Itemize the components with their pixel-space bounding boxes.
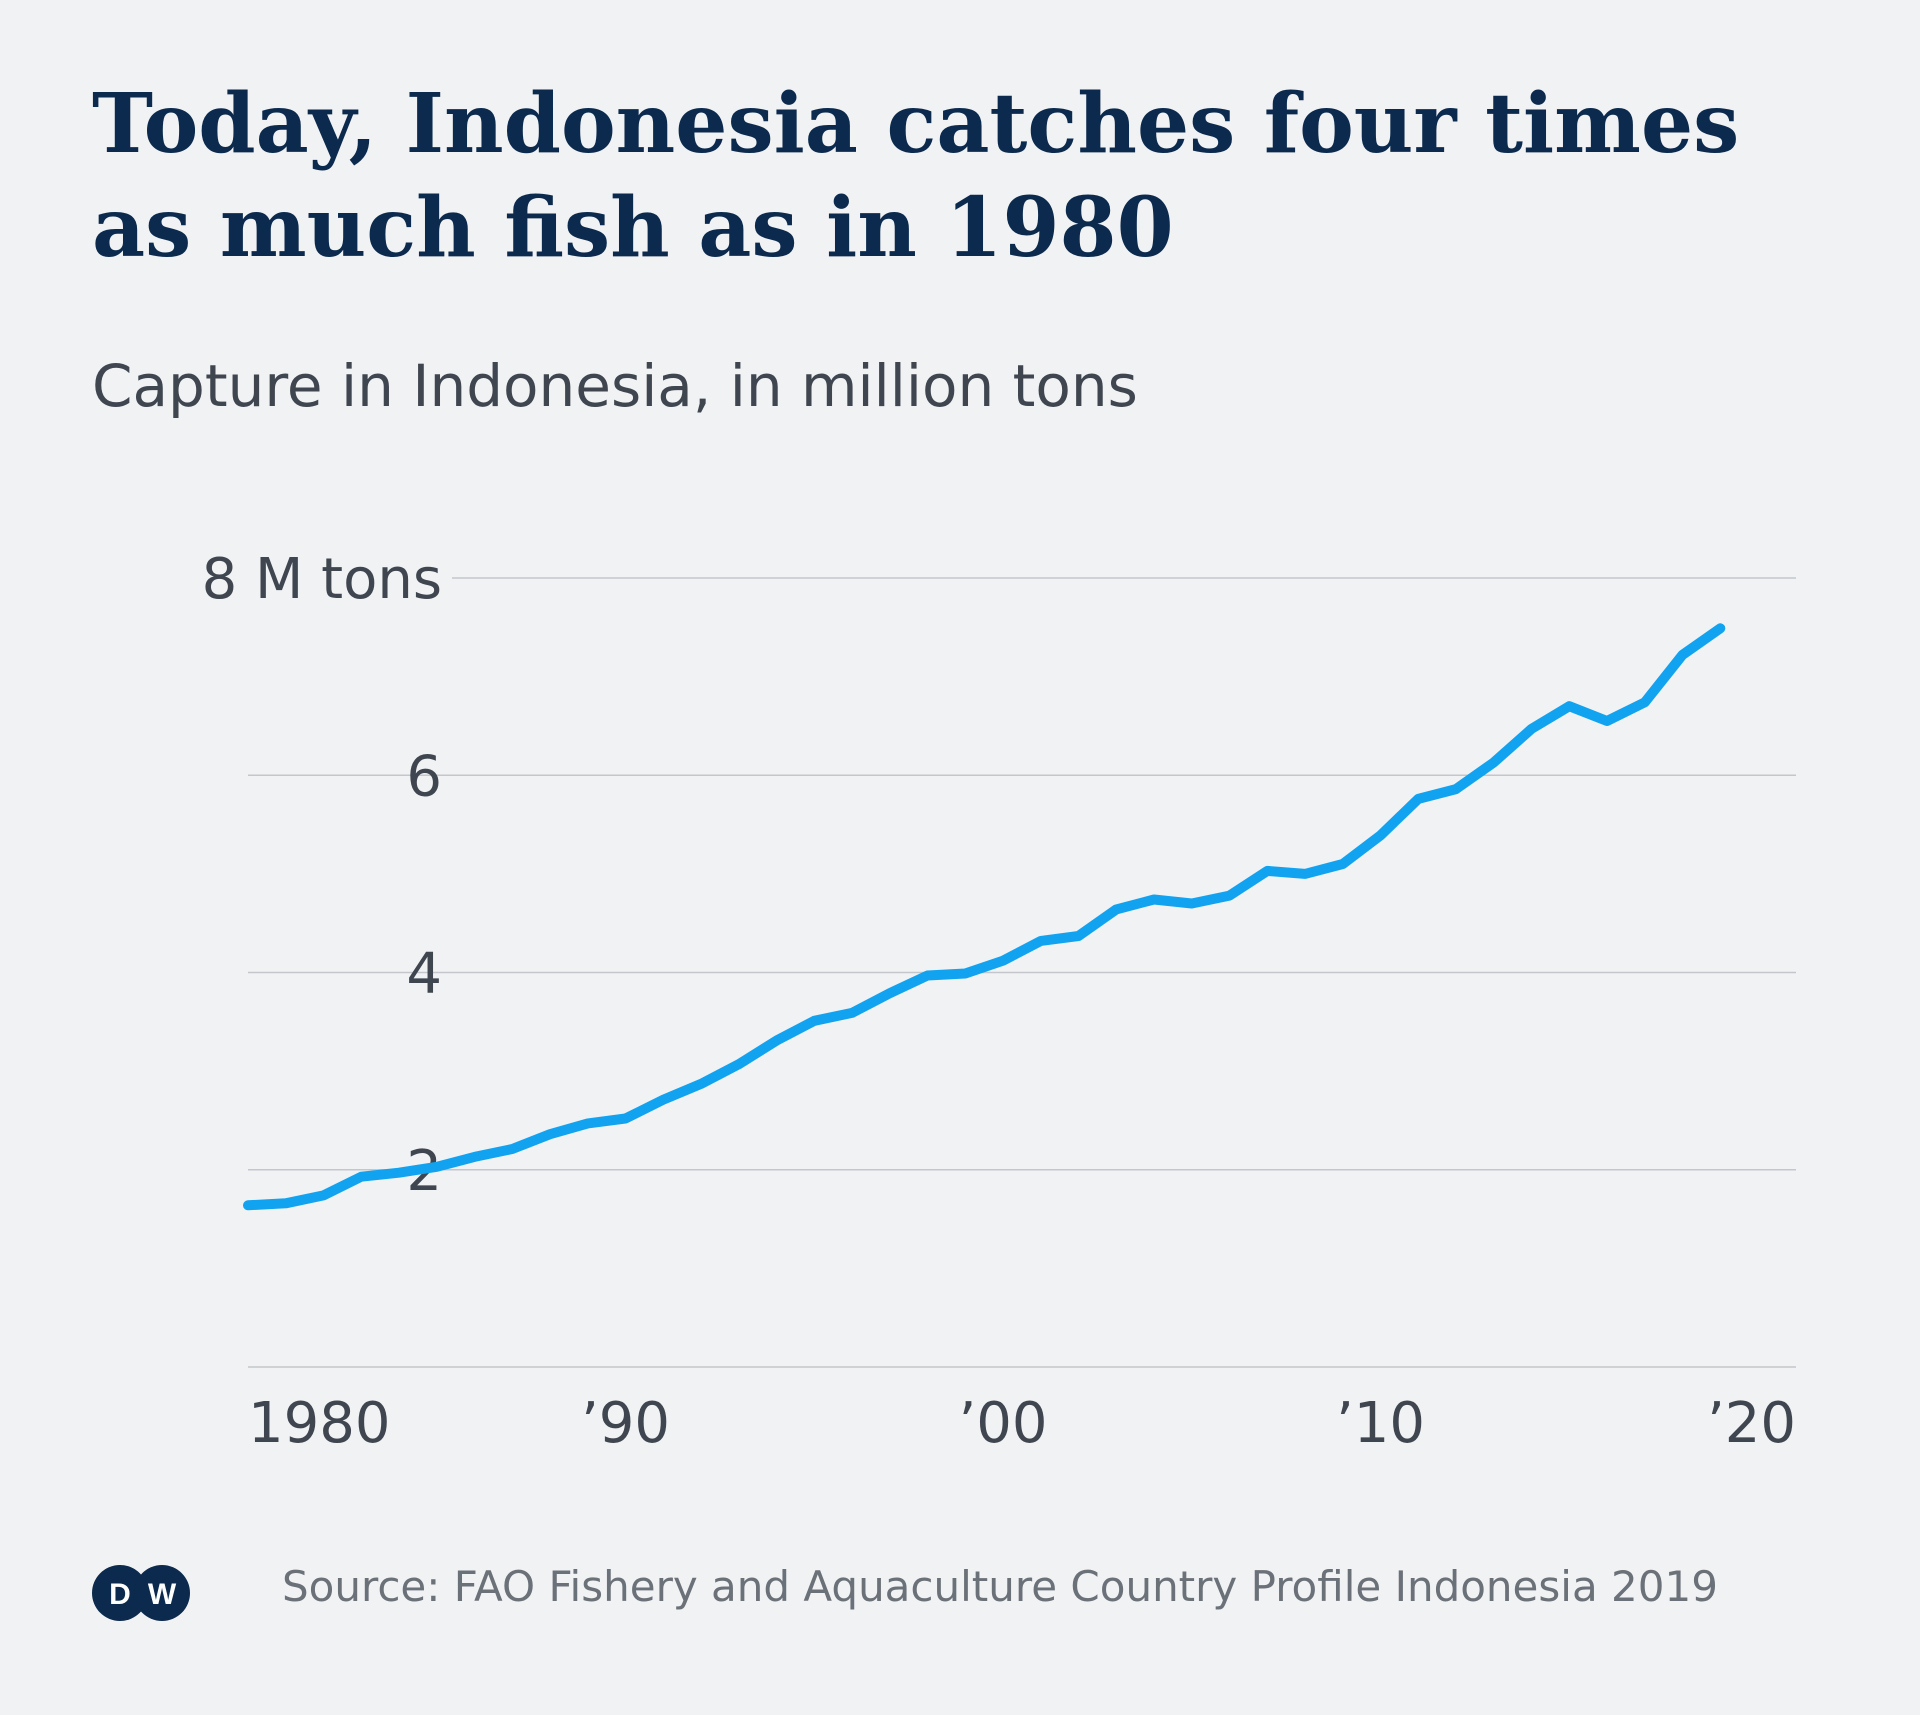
y-tick-label: 6 <box>406 744 442 809</box>
x-tick-label: ’10 <box>1336 1391 1425 1456</box>
y-tick-label: 8 M tons <box>202 547 442 612</box>
source-note: Source: FAO Fishery and Aquaculture Coun… <box>282 1562 1718 1611</box>
x-tick-label: ’00 <box>958 1391 1047 1456</box>
x-tick-label: ’20 <box>1707 1391 1796 1456</box>
gridlines <box>248 577 1796 1368</box>
x-tick-label: 1980 <box>248 1391 391 1456</box>
chart-subtitle: Capture in Indonesia, in million tons <box>92 352 1138 420</box>
dw-logo-icon: D W <box>90 1563 192 1623</box>
svg-text:W: W <box>148 1578 177 1611</box>
chart-title: Today, Indonesia catches four times as m… <box>92 76 1740 276</box>
capture-line <box>243 623 1726 1211</box>
svg-text:D: D <box>109 1578 131 1611</box>
x-tick-label: ’90 <box>581 1391 670 1456</box>
x-axis-tick-labels: 1980 ’90 ’00 ’10 ’20 <box>248 1391 1796 1456</box>
series-lines <box>243 623 1726 1211</box>
y-tick-label: 4 <box>406 942 442 1007</box>
